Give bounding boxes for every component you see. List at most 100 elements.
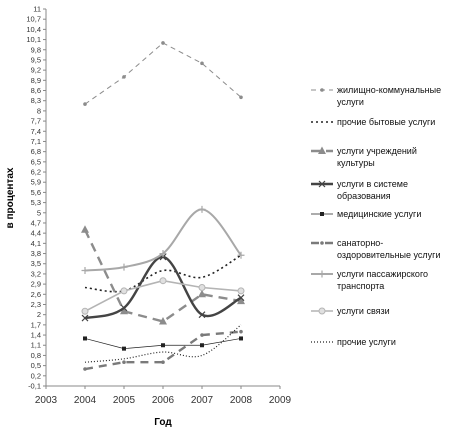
x-tick-label: 2004 bbox=[74, 395, 97, 406]
y-tick-label: 11 bbox=[33, 5, 41, 14]
x-tick-label: 2007 bbox=[191, 395, 214, 406]
data-point-marker bbox=[159, 316, 167, 325]
data-point-marker bbox=[200, 343, 204, 348]
y-tick-label: 9,5 bbox=[31, 55, 41, 64]
y-tick-label: 1,4 bbox=[31, 331, 41, 340]
legend-label-line: услуги в системе bbox=[337, 179, 408, 189]
legend-label-line: прочие услуги bbox=[337, 337, 396, 347]
data-point-marker bbox=[120, 263, 128, 271]
legend-label: услуги связи bbox=[337, 306, 390, 316]
data-point-marker bbox=[239, 95, 243, 100]
y-tick-label: 0,5 bbox=[31, 361, 41, 370]
x-axis-label: Год bbox=[154, 417, 172, 428]
x-tick-label: 2009 bbox=[269, 395, 292, 406]
legend-swatch-marker bbox=[318, 307, 326, 315]
y-tick-label: 8,6 bbox=[31, 86, 41, 95]
data-point-marker bbox=[83, 367, 87, 371]
series-8 bbox=[84, 324, 242, 363]
series-line bbox=[83, 229, 242, 323]
y-tick-label: 8,9 bbox=[31, 76, 41, 85]
legend-item: прочие бытовые услуги bbox=[311, 117, 435, 127]
legend-item: услуги связи bbox=[311, 306, 390, 316]
y-tick-label: 4,7 bbox=[31, 218, 41, 227]
legend-label: услуги пассажирского транспорта bbox=[337, 269, 428, 291]
y-tick-label: 2,9 bbox=[31, 280, 41, 289]
y-tick-label: 9,8 bbox=[31, 45, 41, 54]
series-layer bbox=[81, 41, 245, 371]
y-tick-label: 2,6 bbox=[31, 290, 41, 299]
y-tick-label: 10,4 bbox=[26, 25, 41, 34]
legend-label-line: медицинские услуги bbox=[337, 209, 421, 219]
data-point-marker bbox=[237, 287, 245, 295]
x-tick-label: 2008 bbox=[230, 395, 253, 406]
series-7 bbox=[81, 277, 245, 315]
data-point-marker bbox=[237, 296, 245, 305]
legend-label: санаторно-оздоровительные услуги bbox=[337, 238, 440, 260]
legend-label-line: оздоровительные услуги bbox=[337, 250, 440, 260]
series-line bbox=[84, 324, 242, 363]
data-point-marker bbox=[198, 311, 206, 319]
data-point-marker bbox=[83, 102, 87, 106]
y-tick-label: 6,5 bbox=[31, 157, 41, 166]
y-tick-label: 5,6 bbox=[31, 188, 41, 197]
legend-label: жилищно-коммунальные услуги bbox=[337, 85, 441, 107]
legend-item: услуги пассажирского транспорта bbox=[311, 269, 428, 291]
legend-swatch-marker bbox=[320, 241, 324, 245]
data-point-marker bbox=[83, 336, 87, 341]
data-point-marker bbox=[239, 336, 243, 341]
legend-label: прочие бытовые услуги bbox=[337, 117, 435, 127]
data-point-marker bbox=[159, 277, 167, 285]
data-point-marker bbox=[120, 304, 128, 312]
series-3 bbox=[81, 253, 245, 322]
legend-label: услуги в системе образования bbox=[337, 179, 408, 201]
legend-label-line: услуги пассажирского bbox=[337, 269, 428, 279]
series-line bbox=[84, 42, 242, 105]
y-tick-label: 3,2 bbox=[31, 269, 41, 278]
legend-item: санаторно-оздоровительные услуги bbox=[311, 238, 440, 260]
legend-item: медицинские услуги bbox=[311, 209, 421, 219]
legend-label-line: культуры bbox=[337, 158, 375, 168]
legend-label-line: образования bbox=[337, 191, 391, 201]
y-tick-label: 5,3 bbox=[31, 198, 41, 207]
legend-label-line: услуги учреждений bbox=[337, 146, 417, 156]
y-tick-label: 0,8 bbox=[31, 351, 41, 360]
y-tick-label: 5,9 bbox=[31, 178, 41, 187]
legend-label: прочие услуги bbox=[337, 337, 396, 347]
data-point-marker bbox=[198, 205, 206, 213]
data-point-marker bbox=[122, 346, 126, 351]
y-tick-label: 4,1 bbox=[31, 239, 41, 248]
y-tick-label: 4,4 bbox=[31, 229, 41, 238]
y-tick-label: 2,3 bbox=[31, 300, 41, 309]
data-point-marker bbox=[200, 61, 204, 66]
data-point-marker bbox=[198, 289, 206, 298]
y-axis-label: в процентах bbox=[5, 167, 16, 228]
legend-swatch-marker bbox=[320, 212, 324, 216]
y-tick-label: 8 bbox=[37, 106, 41, 115]
data-point-marker bbox=[120, 306, 128, 315]
y-axis-ticks: -0,1 0,20,50,81,11,4 1,722,32,62,9 3,23,53,… bbox=[26, 5, 46, 391]
x-tick-label: 2005 bbox=[113, 395, 136, 406]
data-point-marker bbox=[161, 41, 165, 45]
data-point-marker bbox=[161, 343, 165, 348]
legend-label-line: услуги связи bbox=[337, 306, 390, 316]
series-line bbox=[84, 208, 242, 272]
y-tick-label: 8,3 bbox=[31, 96, 41, 105]
y-tick-label: 6,8 bbox=[31, 147, 41, 156]
y-tick-label: 1,7 bbox=[31, 320, 41, 329]
data-point-marker bbox=[81, 225, 89, 233]
y-tick-label: 9,2 bbox=[31, 66, 41, 75]
y-tick-label: 6,2 bbox=[31, 168, 41, 177]
data-point-marker bbox=[198, 284, 206, 292]
data-point-marker bbox=[120, 287, 128, 295]
series-1 bbox=[84, 254, 242, 293]
series-5 bbox=[83, 329, 243, 371]
y-tick-label: -0,1 bbox=[28, 382, 41, 391]
series-6 bbox=[81, 205, 245, 275]
y-tick-label: 10,7 bbox=[26, 15, 41, 24]
data-point-marker bbox=[237, 294, 245, 302]
y-tick-label: 1,1 bbox=[31, 341, 41, 350]
data-point-marker bbox=[159, 250, 167, 258]
legend-item: услуги учреждений культуры bbox=[311, 146, 417, 168]
data-point-marker bbox=[81, 314, 89, 322]
